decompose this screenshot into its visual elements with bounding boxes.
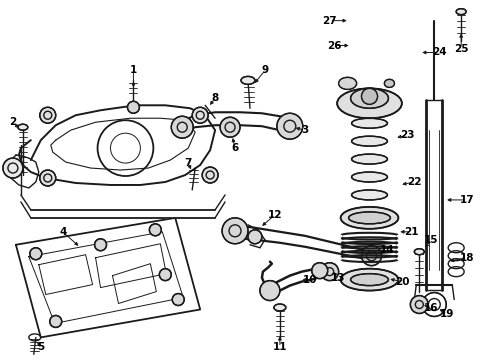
Ellipse shape <box>351 190 386 200</box>
Ellipse shape <box>455 9 465 15</box>
Circle shape <box>149 224 161 236</box>
Circle shape <box>40 107 56 123</box>
Text: 26: 26 <box>327 41 341 50</box>
Circle shape <box>247 230 262 244</box>
Text: 6: 6 <box>231 143 238 153</box>
Circle shape <box>171 116 193 138</box>
Circle shape <box>202 167 218 183</box>
Circle shape <box>3 158 23 178</box>
Circle shape <box>260 280 279 301</box>
Text: 13: 13 <box>330 273 344 283</box>
Text: 3: 3 <box>301 125 308 135</box>
Circle shape <box>50 315 61 328</box>
Circle shape <box>361 88 377 104</box>
Ellipse shape <box>351 154 386 164</box>
Ellipse shape <box>348 212 389 224</box>
Text: 20: 20 <box>394 276 409 287</box>
Ellipse shape <box>241 76 254 84</box>
Ellipse shape <box>338 77 356 89</box>
Ellipse shape <box>340 269 398 291</box>
Circle shape <box>127 101 139 113</box>
Circle shape <box>409 296 427 314</box>
Circle shape <box>94 239 106 251</box>
Ellipse shape <box>351 172 386 182</box>
Text: 11: 11 <box>272 342 286 352</box>
Text: 12: 12 <box>267 210 282 220</box>
Circle shape <box>361 246 381 266</box>
Ellipse shape <box>413 249 424 255</box>
Ellipse shape <box>18 124 28 130</box>
Text: 4: 4 <box>59 227 66 237</box>
Text: 5: 5 <box>37 342 44 352</box>
Text: 19: 19 <box>439 310 453 319</box>
Text: 17: 17 <box>459 195 473 205</box>
Text: 25: 25 <box>453 44 468 54</box>
Text: 16: 16 <box>423 302 438 312</box>
Text: 15: 15 <box>423 235 438 245</box>
Polygon shape <box>16 218 200 337</box>
Text: 21: 21 <box>403 227 418 237</box>
Text: 10: 10 <box>302 275 316 285</box>
Ellipse shape <box>336 88 401 118</box>
Text: 22: 22 <box>406 177 421 187</box>
Circle shape <box>422 293 446 316</box>
Text: 7: 7 <box>184 158 191 168</box>
Circle shape <box>159 269 171 280</box>
Text: 18: 18 <box>459 253 473 263</box>
Text: 24: 24 <box>431 48 446 58</box>
Text: 23: 23 <box>399 130 414 140</box>
Circle shape <box>276 113 302 139</box>
Ellipse shape <box>384 80 394 87</box>
Ellipse shape <box>350 274 387 285</box>
Circle shape <box>311 263 327 279</box>
Text: 2: 2 <box>9 117 17 127</box>
Circle shape <box>30 248 41 260</box>
Ellipse shape <box>351 118 386 128</box>
Text: 1: 1 <box>129 66 137 76</box>
Circle shape <box>172 293 184 306</box>
Ellipse shape <box>351 136 386 146</box>
Circle shape <box>192 107 208 123</box>
Text: 9: 9 <box>261 66 268 76</box>
Text: 27: 27 <box>322 15 336 26</box>
Ellipse shape <box>340 207 398 229</box>
Circle shape <box>220 117 240 137</box>
Text: 8: 8 <box>211 93 218 103</box>
Ellipse shape <box>273 304 285 311</box>
Text: 14: 14 <box>379 245 394 255</box>
Ellipse shape <box>350 88 387 108</box>
Circle shape <box>320 263 338 280</box>
Circle shape <box>222 218 247 244</box>
Circle shape <box>40 170 56 186</box>
